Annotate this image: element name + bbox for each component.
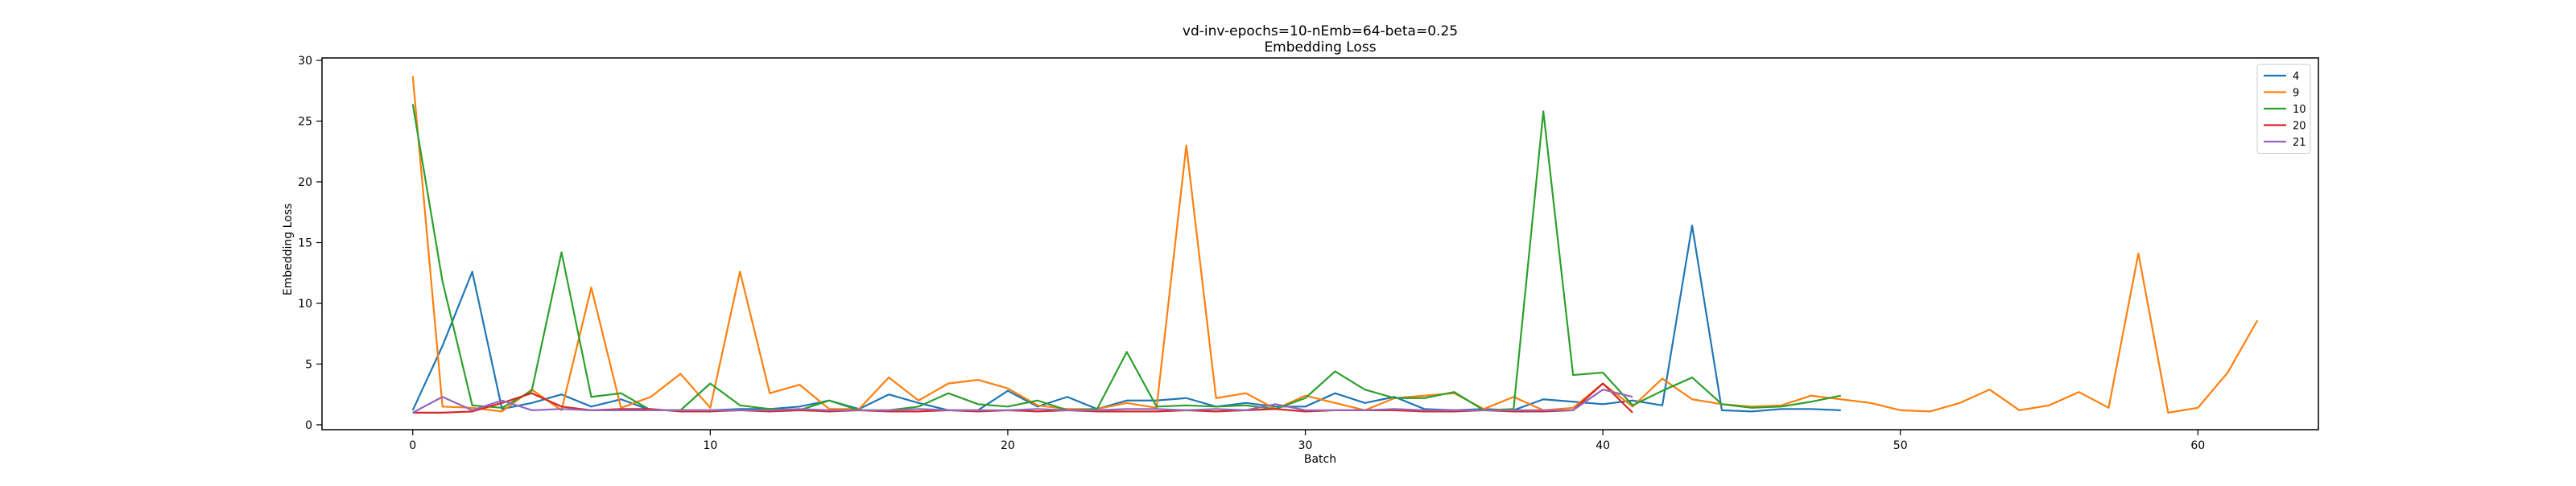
plot-frame [321,57,2319,430]
series-line-9 [411,76,2259,414]
legend-label-9: 9 [2293,88,2299,100]
y-axis: 0 5 10 15 20 25 30 [298,55,322,432]
legend-label-20: 20 [2293,121,2306,133]
y-axis-label: Embedding Loss [282,204,295,296]
legend-label-10: 10 [2293,104,2306,116]
y-tick-label: 30 [298,55,312,68]
legend: 4 9 10 20 21 [2256,64,2311,154]
chart-subtitle: Embedding Loss [1264,39,1376,56]
series-line-4 [411,224,1841,413]
y-tick-label: 20 [298,176,312,189]
series-line-20 [412,382,1633,414]
x-axis-label: Batch [1304,453,1336,466]
y-tick-label: 15 [298,237,312,249]
series-line-10 [411,104,1842,411]
legend-label-21: 21 [2293,137,2306,149]
y-tick-label: 0 [305,419,312,432]
x-tick-label: 30 [1298,439,1313,452]
x-tick-label: 40 [1596,439,1610,452]
x-tick-label: 20 [1001,439,1015,452]
x-tick-label: 0 [409,439,416,452]
x-tick-label: 50 [1893,439,1908,452]
x-tick-label: 10 [703,439,717,452]
x-axis: 0 10 20 30 40 50 60 [409,430,2205,452]
legend-label-4: 4 [2293,71,2299,83]
x-tick-label: 60 [2190,439,2205,452]
plot-area [411,76,2259,414]
series-line-21 [412,389,1633,414]
y-tick-label: 10 [298,298,312,311]
y-tick-label: 5 [305,358,312,371]
chart-title: vd-inv-epochs=10-nEmb=64-beta=0.25 [1183,23,1458,39]
y-tick-label: 25 [298,116,312,129]
